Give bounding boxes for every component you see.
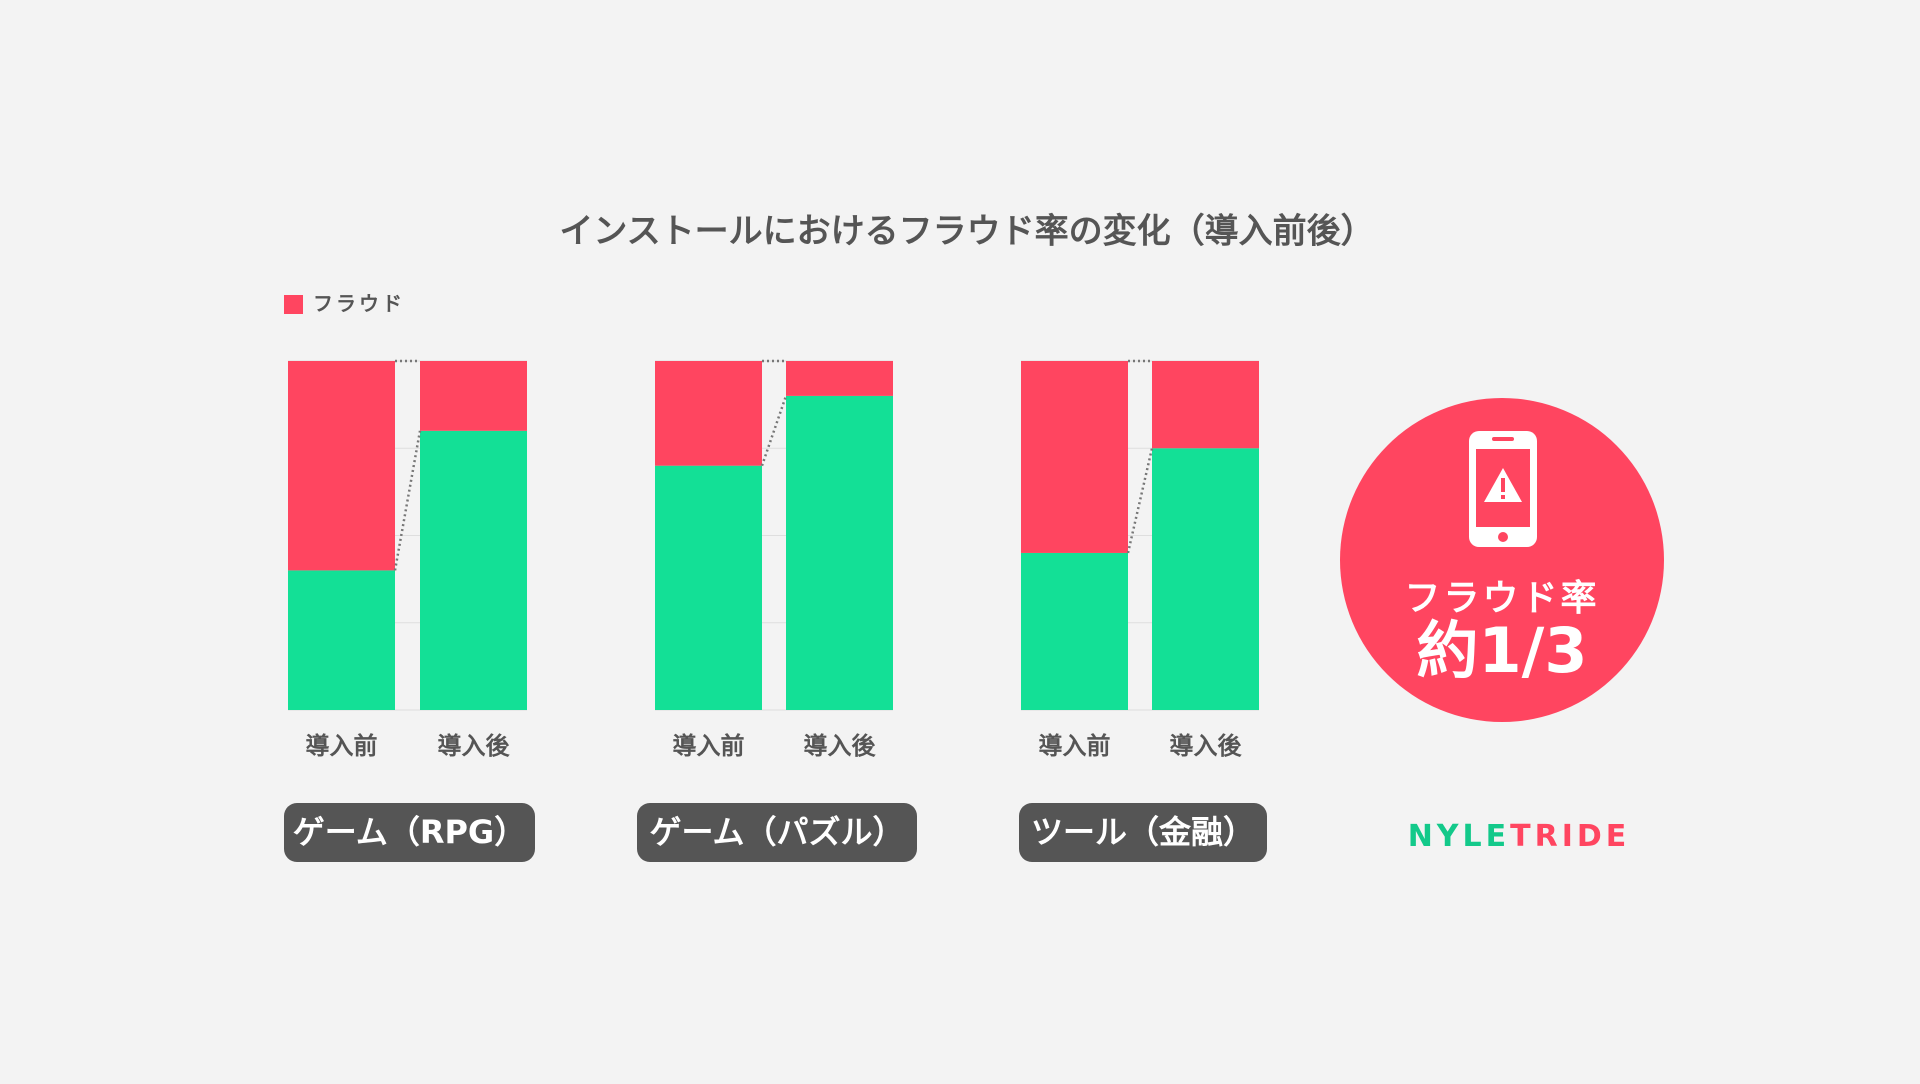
connector	[393, 430, 422, 571]
bar-segment	[1152, 448, 1259, 710]
x-tick-label: 導入後	[804, 732, 877, 760]
category-badge	[1019, 803, 1267, 862]
legend: フラウド	[284, 292, 405, 316]
x-tick-label: 導入後	[1170, 732, 1243, 760]
category-badge	[284, 803, 535, 862]
connector	[1126, 447, 1154, 554]
legend-label: フラウド	[313, 292, 405, 316]
bar-segment	[655, 361, 762, 466]
category-label: ツール（金融）	[1031, 813, 1255, 851]
x-tick-label: 導入前	[1039, 732, 1111, 760]
callout-circle	[1340, 398, 1664, 722]
phone-icon	[1469, 431, 1537, 547]
bar-segment	[1021, 361, 1128, 553]
bar-segment	[786, 395, 893, 710]
legend-swatch	[284, 295, 303, 314]
bar-segment	[655, 465, 762, 710]
callout-value: 約1/3	[1417, 614, 1588, 687]
x-tick-label: 導入前	[306, 732, 378, 760]
x-tick-label: 導入前	[673, 732, 745, 760]
category-badge	[637, 803, 917, 862]
x-tick-label: 導入後	[438, 732, 511, 760]
callout-label: フラウド率	[1404, 578, 1599, 619]
brand-part: NYLE	[1408, 819, 1510, 854]
bar-segment	[288, 570, 395, 710]
bar-segment	[786, 361, 893, 396]
bar-segment	[420, 361, 527, 431]
brand: NYLETRIDE	[1408, 819, 1631, 854]
bar-segment	[420, 430, 527, 710]
connector	[760, 395, 788, 467]
category-label: ゲーム（RPG）	[293, 813, 526, 851]
title: インストールにおけるフラウド率の変化（導入前後）	[559, 212, 1374, 252]
brand-part: TRIDE	[1510, 819, 1630, 854]
bar-segment	[1152, 361, 1259, 449]
bar-segment	[1021, 552, 1128, 710]
category-label: ゲーム（パズル）	[649, 813, 904, 851]
bar-segment	[288, 361, 395, 571]
